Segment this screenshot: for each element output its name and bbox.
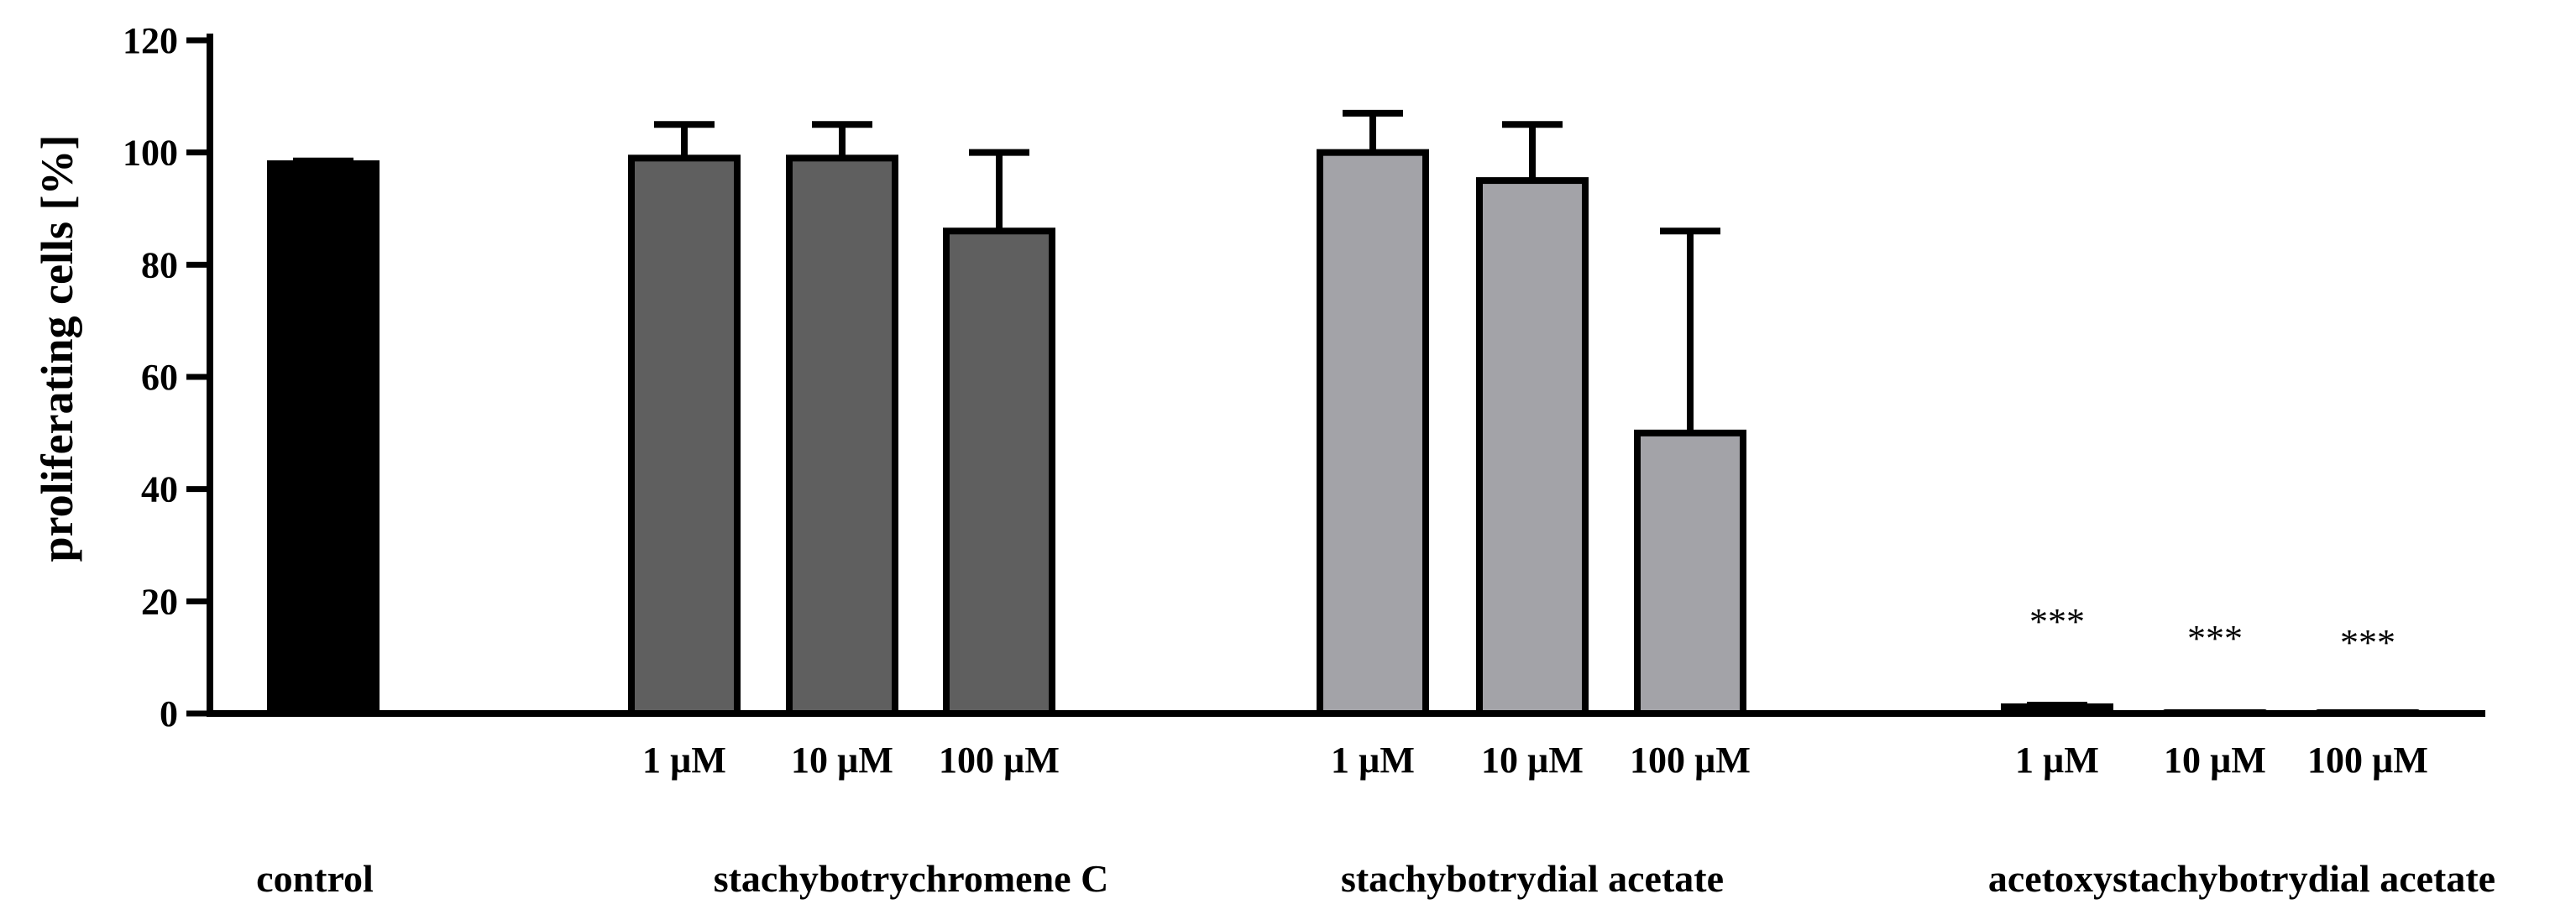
group-label: control (256, 857, 374, 900)
category-tick-label: 10 µM (1481, 740, 1584, 781)
bar (2001, 703, 2113, 717)
bar (1476, 177, 1589, 718)
y-tick-label: 0 (160, 693, 178, 734)
group-label: stachybotrydial acetate (1341, 857, 1724, 900)
labels: control 1 µM 10 µM 100 µM stachybotrychromen… (256, 601, 2495, 900)
group-label: stachybotrychromene C (714, 857, 1109, 900)
category-tick-label: 1 µM (642, 740, 726, 781)
bars (267, 109, 2421, 718)
category-tick-label: 100 µM (1630, 740, 1751, 781)
y-tick-label: 40 (141, 469, 178, 510)
category-tick-label: 10 µM (2164, 740, 2266, 781)
significance-annotation: *** (2187, 618, 2243, 659)
bar (943, 227, 1055, 717)
axes: 0 20 40 60 80 100 120 (123, 20, 2485, 734)
y-tick-label: 100 (123, 133, 178, 174)
bar (1317, 149, 1429, 717)
category-tick-label: 10 µM (791, 740, 893, 781)
category-tick-label: 100 µM (2307, 740, 2428, 781)
y-tick-label: 120 (123, 20, 178, 61)
y-tick-label: 60 (141, 357, 178, 398)
y-axis-title: proliferating cells [%] (32, 135, 82, 562)
bar (1634, 429, 1746, 717)
y-tick-label: 80 (141, 244, 178, 285)
significance-annotation: *** (2029, 601, 2085, 642)
y-tick-label: 20 (141, 581, 178, 622)
bar (267, 160, 380, 718)
group-label: acetoxystachybotrydial acetate (1988, 857, 2495, 900)
bar (2162, 709, 2268, 715)
category-tick-label: 100 µM (939, 740, 1060, 781)
significance-annotation: *** (2340, 622, 2395, 663)
bar (2315, 709, 2421, 715)
category-tick-label: 1 µM (2015, 740, 2099, 781)
bar (786, 154, 898, 718)
category-tick-label: 1 µM (1331, 740, 1415, 781)
bar (628, 154, 741, 718)
